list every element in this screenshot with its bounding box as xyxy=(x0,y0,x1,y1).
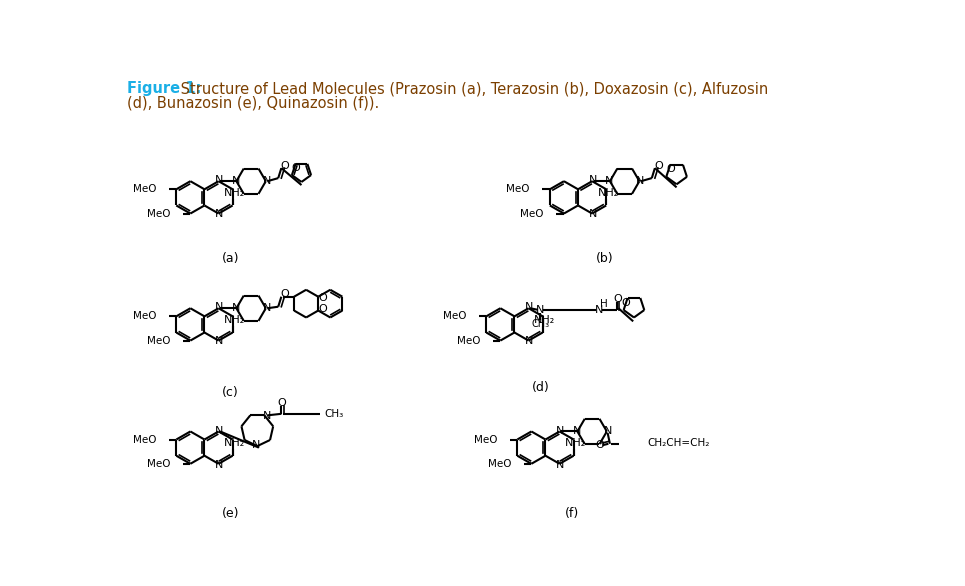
Text: MeO: MeO xyxy=(443,311,466,321)
Text: (a): (a) xyxy=(222,253,239,265)
Text: MeO: MeO xyxy=(507,184,530,195)
Text: O: O xyxy=(318,293,327,303)
Text: N: N xyxy=(215,459,224,469)
Text: N: N xyxy=(589,209,597,219)
Text: NH₂: NH₂ xyxy=(565,438,587,448)
Text: N: N xyxy=(253,440,261,450)
Text: N: N xyxy=(556,459,565,469)
Text: (c): (c) xyxy=(222,386,239,398)
Text: O: O xyxy=(621,298,630,308)
Text: Figure 1:: Figure 1: xyxy=(126,81,201,96)
Text: N: N xyxy=(636,176,645,186)
Text: N: N xyxy=(215,175,224,185)
Text: MeO: MeO xyxy=(520,209,543,219)
Text: N: N xyxy=(594,305,603,315)
Text: O: O xyxy=(595,440,604,450)
Text: N: N xyxy=(215,336,224,346)
Text: NH₂: NH₂ xyxy=(535,315,556,325)
Text: O: O xyxy=(318,304,327,314)
Text: O: O xyxy=(654,161,663,171)
Text: N: N xyxy=(262,411,271,421)
Text: N: N xyxy=(572,427,581,437)
Text: N: N xyxy=(215,209,224,219)
Text: N: N xyxy=(525,302,534,312)
Text: (b): (b) xyxy=(595,253,613,265)
Text: MeO: MeO xyxy=(132,311,156,321)
Text: N: N xyxy=(215,302,224,312)
Text: (d): (d) xyxy=(532,381,549,394)
Text: N: N xyxy=(536,305,544,315)
Text: O: O xyxy=(291,163,300,173)
Text: MeO: MeO xyxy=(474,435,497,445)
Text: O: O xyxy=(281,289,290,299)
Text: N: N xyxy=(589,175,597,185)
Text: H: H xyxy=(600,299,608,309)
Text: Structure of Lead Molecules (Prazosin (a), Terazosin (b), Doxazosin (c), Alfuzos: Structure of Lead Molecules (Prazosin (a… xyxy=(177,81,769,96)
Text: NH₂: NH₂ xyxy=(224,438,246,448)
Text: MeO: MeO xyxy=(456,336,481,346)
Text: MeO: MeO xyxy=(147,336,170,346)
Text: N: N xyxy=(525,336,534,346)
Text: O: O xyxy=(667,165,676,175)
Text: CH₃: CH₃ xyxy=(531,319,549,329)
Text: N: N xyxy=(215,425,224,435)
Text: MeO: MeO xyxy=(147,459,170,469)
Text: N: N xyxy=(232,176,239,186)
Text: N: N xyxy=(603,427,612,437)
Text: NH₂: NH₂ xyxy=(598,188,620,198)
Text: N: N xyxy=(556,425,565,435)
Text: NH₂: NH₂ xyxy=(224,315,246,325)
Text: MeO: MeO xyxy=(132,435,156,445)
Text: O: O xyxy=(277,398,286,408)
Text: N: N xyxy=(605,176,614,186)
Text: O: O xyxy=(281,161,290,171)
Text: N: N xyxy=(232,303,239,314)
Text: N: N xyxy=(262,176,271,186)
Text: NH₂: NH₂ xyxy=(224,188,246,198)
Text: CH₃: CH₃ xyxy=(324,409,344,419)
Text: (f): (f) xyxy=(565,507,579,520)
Text: (e): (e) xyxy=(222,507,239,520)
Text: MeO: MeO xyxy=(487,459,511,469)
Text: CH₂CH=CH₂: CH₂CH=CH₂ xyxy=(648,438,709,448)
Text: N: N xyxy=(262,303,271,314)
Text: O: O xyxy=(614,294,622,304)
Text: MeO: MeO xyxy=(147,209,170,219)
Text: MeO: MeO xyxy=(132,184,156,195)
Text: (d), Bunazosin (e), Quinazosin (f)).: (d), Bunazosin (e), Quinazosin (f)). xyxy=(126,96,379,111)
